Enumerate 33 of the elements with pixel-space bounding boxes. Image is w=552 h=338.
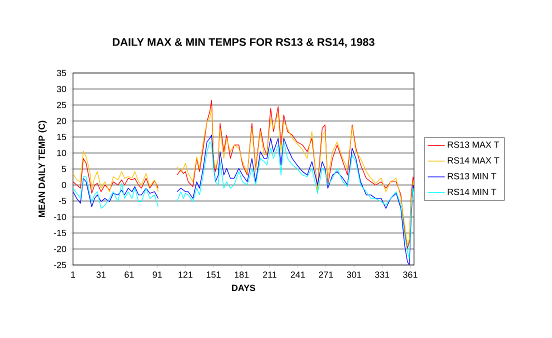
x-tick-label: 181 — [234, 272, 249, 278]
y-tick-label: 35 — [56, 70, 66, 76]
legend-label: RS14 MIN T — [448, 188, 496, 196]
x-axis-title: DAYS — [232, 284, 256, 292]
y-tick-label: 5 — [62, 166, 66, 172]
y-tick-label: -25 — [54, 262, 66, 268]
x-tick-label: 331 — [375, 272, 390, 278]
y-tick-label: 10 — [57, 150, 66, 156]
x-tick-label: 361 — [403, 272, 418, 278]
y-tick-label: 0 — [62, 182, 66, 188]
y-tick-label: 15 — [57, 134, 66, 140]
chart-title: DAILY MAX & MIN TEMPS FOR RS13 & RS14, 1983 — [112, 38, 374, 48]
y-tick-label: -5 — [58, 198, 66, 204]
y-tick-label: -15 — [54, 230, 66, 236]
legend-label: RS13 MAX T — [448, 142, 500, 148]
x-tick-label: 211 — [263, 272, 276, 278]
x-tick-label: 61 — [124, 272, 134, 278]
y-tick-label: 30 — [56, 86, 66, 92]
y-tick-label: 25 — [56, 102, 66, 108]
x-tick-label: 121 — [178, 272, 192, 278]
y-tick-label: 20 — [56, 118, 66, 124]
x-tick-label: 241 — [290, 272, 305, 278]
y-axis-title: MEAN DAILY TEMP (C) — [38, 120, 47, 218]
y-tick-label: -10 — [54, 214, 66, 220]
legend-label: RS14 MAX T — [448, 157, 500, 164]
x-tick-label: 271 — [318, 272, 333, 278]
x-tick-label: 31 — [96, 272, 106, 278]
x-tick-label: 1 — [71, 272, 76, 278]
y-tick-label: -20 — [54, 246, 66, 252]
x-tick-label: 301 — [346, 272, 362, 278]
x-tick-label: 151 — [206, 272, 221, 278]
legend-label: RS13 MIN T — [448, 172, 496, 180]
x-tick-label: 91 — [152, 272, 162, 278]
